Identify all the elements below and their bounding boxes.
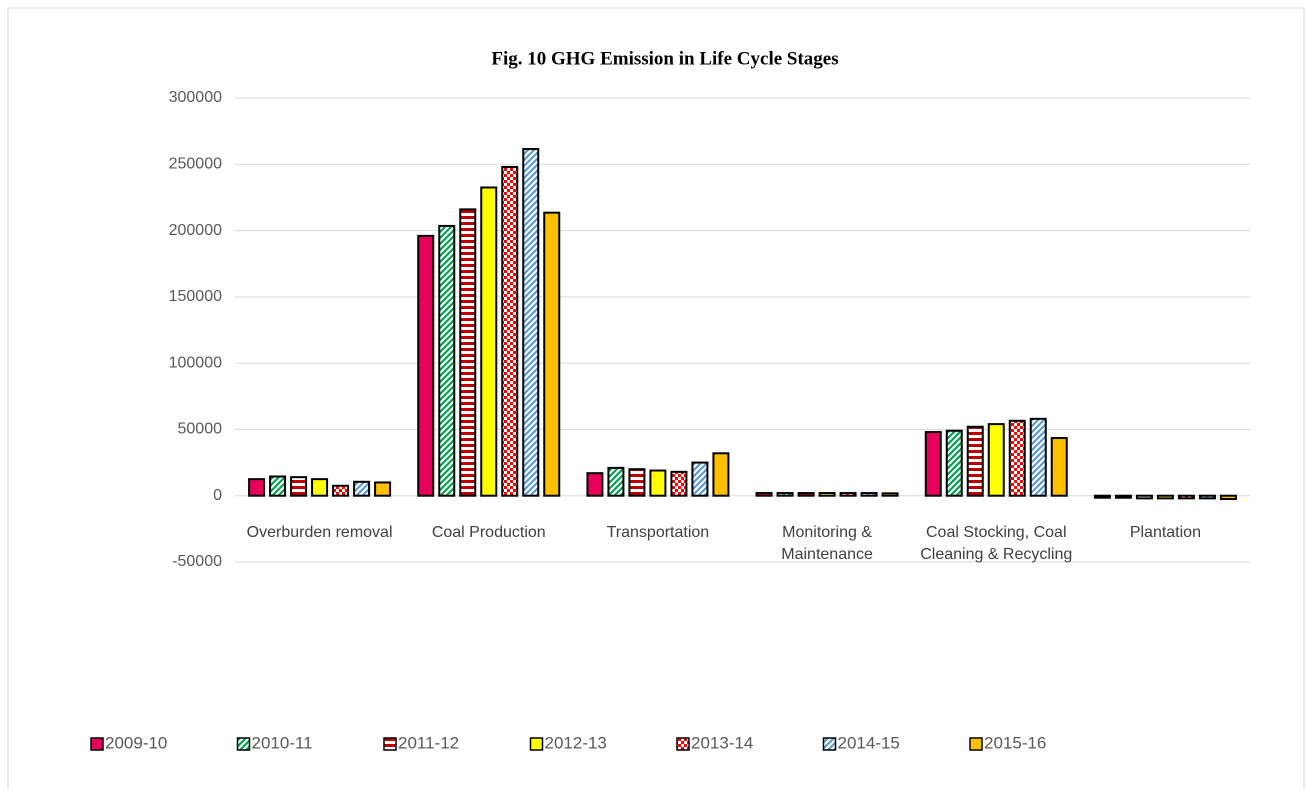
y-tick-label: -50000: [172, 553, 222, 570]
bar: [670, 470, 688, 497]
x-tick-label: Overburden removal: [246, 524, 393, 541]
legend-label: 2010-11: [252, 733, 313, 752]
x-tick-label: Transportation: [606, 524, 710, 541]
legend-label: 2015-16: [984, 733, 1046, 752]
bar: [1114, 494, 1132, 499]
legend-swatch: [529, 737, 544, 751]
bar: [607, 466, 625, 497]
bar: [755, 492, 773, 497]
bar: [649, 469, 667, 497]
bar: [480, 186, 498, 497]
bar: [1198, 494, 1216, 500]
y-tick-label: 250000: [169, 156, 222, 173]
bar: [691, 461, 709, 497]
y-tick-label: 0: [213, 487, 222, 504]
bar: [269, 475, 287, 497]
bar: [1156, 494, 1174, 500]
y-tick-label: 150000: [169, 288, 222, 305]
bar: [860, 492, 878, 497]
legend-swatch: [969, 737, 983, 751]
bar: [924, 431, 942, 497]
y-tick-label: 50000: [178, 421, 223, 438]
x-tick-label: Monitoring & Maintenance: [781, 524, 873, 563]
bar: [1008, 419, 1026, 497]
legend-swatch: [90, 737, 104, 751]
bar: [438, 224, 456, 497]
bar: [543, 211, 561, 497]
x-tick-label: Coal Production: [431, 524, 546, 541]
y-tick-label: 200000: [169, 222, 222, 239]
bar: [945, 429, 963, 497]
bar: [248, 478, 266, 497]
bar: [881, 492, 899, 497]
bar: [966, 425, 984, 497]
legend-label: 2012-13: [545, 733, 607, 752]
bar: [797, 492, 815, 497]
legend-swatch: [822, 737, 837, 751]
bar: [1029, 417, 1047, 497]
x-tick-label: Coal Stocking, Coal Cleaning & Recycling: [920, 524, 1073, 563]
legend-label: 2011-12: [398, 733, 459, 752]
bar: [332, 484, 350, 497]
bar: [1093, 494, 1111, 499]
bar: [311, 478, 329, 497]
bar: [712, 452, 730, 497]
bar: [987, 423, 1005, 497]
y-tick-label: 300000: [169, 89, 222, 106]
bar: [776, 492, 794, 497]
legend-swatch: [676, 737, 690, 751]
bar: [374, 481, 392, 497]
legend-swatch: [383, 737, 397, 751]
bar: [459, 208, 477, 497]
bar: [501, 165, 519, 497]
bar: [417, 234, 435, 497]
bar: [628, 468, 646, 497]
legend-swatch: [236, 737, 251, 751]
y-tick-label: 100000: [169, 354, 222, 371]
chart-border: [7, 7, 1305, 789]
bar: [839, 492, 857, 497]
bar: [290, 476, 308, 497]
legend-label: 2013-14: [691, 733, 753, 752]
bar: [1135, 494, 1153, 500]
bar: [522, 148, 540, 497]
bar: [353, 480, 371, 497]
bar: [1219, 494, 1237, 501]
x-tick-label: Plantation: [1129, 524, 1201, 541]
legend-label: 2014-15: [838, 733, 900, 752]
legend-label: 2009-10: [105, 733, 167, 752]
bar: [1177, 494, 1195, 500]
bar: [818, 492, 836, 497]
bar: [1050, 437, 1068, 497]
bar: [586, 472, 604, 497]
chart-title: Fig. 10 GHG Emission in Life Cycle Stage…: [491, 48, 838, 69]
